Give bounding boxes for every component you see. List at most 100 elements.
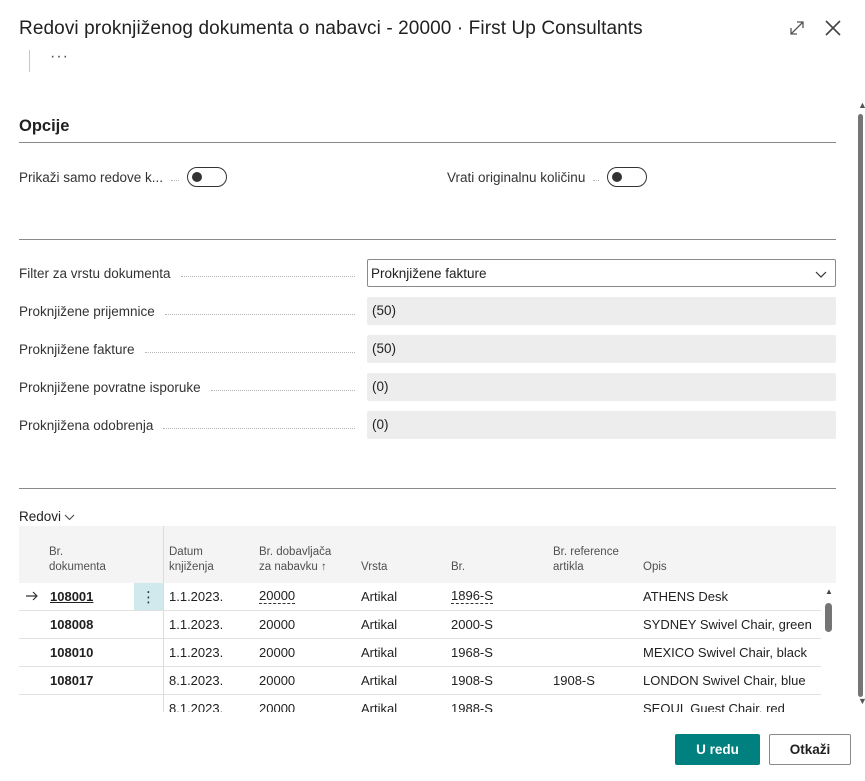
cell-description: SYDNEY Swivel Chair, green [643,617,812,632]
scroll-up-arrow-icon[interactable]: ▲ [825,587,833,596]
field-value-posted-receipts[interactable]: (50) [367,297,836,325]
dotted-leader [144,351,355,353]
cell-no: 2000-S [451,617,493,632]
option-show-only-lines: Prikaži samo redove k... [19,167,228,187]
scroll-down-arrow-icon[interactable]: ▼ [858,696,865,706]
column-header-posting-date[interactable]: Datum knjiženja [169,546,214,573]
cell-no: 1908-S [451,673,493,688]
cell-doc-no[interactable]: 108017 [50,673,94,688]
cell-no: 1968-S [451,645,493,660]
field-label: Proknjižene povratne isporuke [19,379,201,395]
lines-title-label: Redovi [19,509,62,524]
cell-vendor-no: 20000 [259,701,296,712]
dotted-leader [593,179,600,181]
cell-posting-date: 8.1.2023. [169,673,224,688]
ok-button[interactable]: U redu [675,734,760,765]
cancel-button[interactable]: Otkaži [769,734,851,765]
toggle-knob [612,171,623,182]
cell-doc-no[interactable]: 108008 [50,617,94,632]
grid-scroll-thumb[interactable] [825,603,832,632]
column-header-type[interactable]: Vrsta [361,561,388,573]
cell-posting-date: 8.1.2023. [169,701,224,712]
dialog-title: Redovi proknjiženog dokumenta o nabavci … [19,18,643,39]
close-icon[interactable] [823,18,843,38]
cell-type: Artikal [361,589,398,604]
column-header-item-ref[interactable]: Br. reference artikla [553,546,619,573]
field-value-posted-invoices[interactable]: (50) [367,335,836,363]
field-value-posted-return-shipments[interactable]: (0) [367,373,836,401]
option-revert-quantity: Vrati originalnu količinu [447,167,648,187]
chevron-down-icon [64,514,75,520]
chevron-down-icon [815,271,827,278]
field-value-posted-credit-memos[interactable]: (0) [367,411,836,439]
cell-type: Artikal [361,617,398,632]
cell-doc-no[interactable]: 108001 [50,589,94,604]
column-header-description[interactable]: Opis [643,561,667,573]
cell-type: Artikal [361,701,398,712]
grid-header: Br. dokumenta Datum knjiženja Br. dobavlja… [19,526,836,583]
table-row[interactable]: 108017 8.1.2023. 20000 Artikal 1908-S 19… [19,667,821,695]
cell-vendor-no: 20000 [259,617,296,632]
toggle-show-only[interactable] [187,167,228,187]
table-row[interactable]: 108001 ⋮ 1.1.2023. 20000 Artikal 1896-S … [19,583,821,611]
expand-icon[interactable] [788,19,806,37]
section-divider [19,142,836,143]
cell-type: Artikal [361,645,398,660]
dotted-leader [210,389,355,391]
row-actions-menu-button[interactable]: ⋮ [134,583,163,610]
lines-grid: Br. dokumenta Datum knjiženja Br. dobavlja… [19,526,836,712]
toggle-label-show-only: Prikaži samo redove k... [19,169,164,185]
toggle-knob [192,171,203,182]
action-bar-divider [29,50,30,72]
table-row[interactable]: 108008 1.1.2023. 20000 Artikal 2000-S SY… [19,611,821,639]
column-divider [163,526,164,583]
field-posted-return-shipments: Proknjižene povratne isporuke (0) [19,372,836,402]
cell-no: 1988-S [451,701,493,712]
field-doc-type-filter: Filter za vrstu dokumenta Proknjižene fa… [19,258,836,288]
select-value: Proknjižene fakture [371,266,487,281]
field-posted-invoices: Proknjižene fakture (50) [19,334,836,364]
page-scroll-thumb[interactable] [858,114,863,697]
cell-vendor-no[interactable]: 20000 [259,588,296,604]
cell-vendor-no: 20000 [259,645,296,660]
field-posted-credit-memos: Proknjižena odobrenja (0) [19,410,836,440]
field-label: Proknjižene prijemnice [19,303,155,319]
table-row[interactable]: 8.1.2023. 20000 Artikal 1988-S SEOUL Gue… [19,695,821,712]
column-header-doc-no[interactable]: Br. dokumenta [49,546,106,573]
section-title-options: Opcije [19,117,70,135]
more-actions-button[interactable]: ··· [50,48,69,65]
field-label: Proknjižene fakture [19,341,135,357]
dotted-leader [171,179,180,181]
cell-description: ATHENS Desk [643,589,728,604]
cell-type: Artikal [361,673,398,688]
cell-description: MEXICO Swivel Chair, black [643,645,807,660]
lines-part-title[interactable]: Redovi [19,509,75,524]
arrow-right-icon [26,591,38,601]
grid-scrollbar[interactable]: ▲ [821,583,836,712]
section-divider [19,239,836,240]
cell-description: SEOUL Guest Chair, red [643,701,785,712]
cell-doc-no[interactable]: 108010 [50,645,94,660]
scroll-up-arrow-icon[interactable]: ▲ [858,100,865,110]
cell-no[interactable]: 1896-S [451,588,493,604]
doc-type-filter-select[interactable]: Proknjižene fakture [367,259,836,287]
cell-description: LONDON Swivel Chair, blue [643,673,806,688]
toggle-label-revert-qty: Vrati originalnu količinu [447,169,586,185]
cell-posting-date: 1.1.2023. [169,645,224,660]
cell-vendor-no: 20000 [259,673,296,688]
dotted-leader [164,313,355,315]
dotted-leader [180,275,355,277]
column-divider [163,583,164,712]
table-row[interactable]: 108010 1.1.2023. 20000 Artikal 1968-S ME… [19,639,821,667]
section-divider [19,488,836,489]
field-label: Filter za vrstu dokumenta [19,265,171,281]
column-header-vendor-no[interactable]: Br. dobavljača za nabavku ↑ [259,546,332,573]
column-header-no[interactable]: Br. [451,561,466,573]
dotted-leader [163,427,355,429]
cell-posting-date: 1.1.2023. [169,589,224,604]
field-label: Proknjižena odobrenja [19,417,154,433]
toggle-revert-qty[interactable] [607,167,648,187]
field-posted-receipts: Proknjižene prijemnice (50) [19,296,836,326]
cell-item-ref: 1908-S [553,673,595,688]
cell-posting-date: 1.1.2023. [169,617,224,632]
